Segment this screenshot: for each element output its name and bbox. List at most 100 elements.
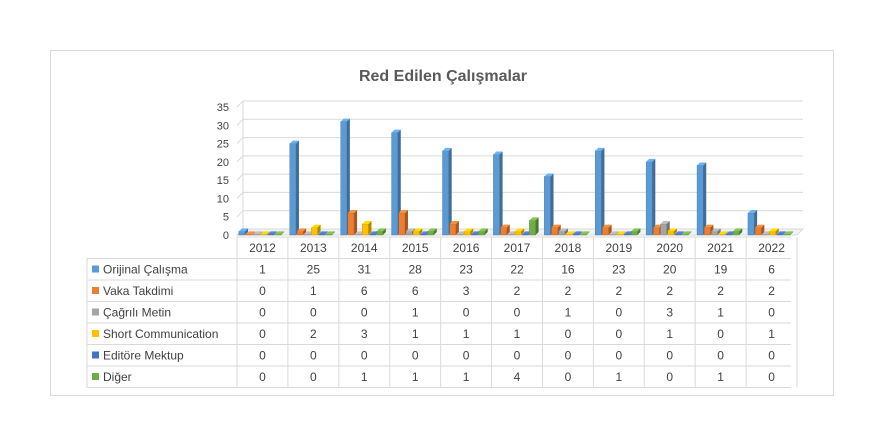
bar <box>776 231 786 236</box>
x-tick-label: 2021 <box>707 241 734 255</box>
bar <box>289 140 299 236</box>
data-cell: 1 <box>514 327 521 341</box>
bar-front <box>391 132 398 236</box>
bar <box>732 228 743 236</box>
bar-top <box>660 221 670 225</box>
bar-front <box>747 212 755 236</box>
data-cell: 0 <box>565 370 572 384</box>
bar-side <box>448 147 452 235</box>
chart-title: Red Edilen Çalışmalar <box>359 68 527 85</box>
bar-top <box>456 231 467 235</box>
data-cell: 2 <box>310 327 317 341</box>
bar-top <box>762 231 772 235</box>
legend-swatch <box>92 265 99 273</box>
x-tick-label: 2022 <box>758 241 785 255</box>
bar-side <box>317 224 321 235</box>
legend-swatch <box>92 330 99 337</box>
gridline-diag <box>236 210 244 218</box>
bar-side <box>499 151 503 235</box>
bar-front <box>253 234 260 236</box>
bar <box>667 228 677 236</box>
y-tick-label: 15 <box>217 175 229 187</box>
bar-top <box>725 231 736 235</box>
bar-front <box>471 234 478 236</box>
data-cell: 23 <box>612 263 626 277</box>
y-tick-label: 0 <box>223 230 229 242</box>
bar <box>376 228 386 236</box>
data-cell: 25 <box>307 263 321 277</box>
bar-top <box>267 231 277 235</box>
bar-top <box>529 217 539 221</box>
bar-front <box>267 234 275 236</box>
bar <box>580 231 590 236</box>
bar-side <box>404 210 408 235</box>
bar-front <box>595 150 602 236</box>
data-cell: 1 <box>463 327 470 341</box>
bar-top <box>325 231 335 235</box>
bar <box>493 151 503 236</box>
bar-side <box>608 224 612 235</box>
bar-top <box>674 231 685 235</box>
bar-side <box>572 231 576 235</box>
bars <box>238 118 794 236</box>
data-cell: 1 <box>615 370 622 384</box>
bar-top <box>653 224 663 228</box>
bar-side <box>273 231 277 235</box>
bar <box>674 231 685 236</box>
bar-front <box>354 234 362 236</box>
bar-top <box>769 228 779 232</box>
bar <box>478 228 488 236</box>
bar-front <box>303 234 311 236</box>
bar-front <box>580 234 587 236</box>
bar-front <box>704 227 711 236</box>
bar-front <box>405 231 413 236</box>
data-cell: 6 <box>412 284 419 298</box>
bar-side <box>484 228 488 235</box>
data-cell: 0 <box>768 349 775 363</box>
data-cell: 0 <box>259 327 266 341</box>
data-cell: 1 <box>310 284 317 298</box>
data-cell: 3 <box>361 327 368 341</box>
bar-front <box>718 234 726 236</box>
bar <box>565 231 576 236</box>
bar <box>711 228 721 236</box>
bar-top <box>697 162 707 166</box>
bar-top <box>747 210 758 214</box>
bar-top <box>347 210 358 214</box>
bar-side <box>354 210 358 235</box>
bar <box>362 221 372 236</box>
gridline-diag <box>236 118 244 126</box>
bar-top <box>624 231 634 235</box>
bar <box>602 224 612 236</box>
data-cell: 0 <box>259 370 266 384</box>
data-cell: 0 <box>310 349 317 363</box>
legend-label: Diğer <box>103 370 132 384</box>
bar-side <box>623 231 627 235</box>
y-tick-label: 10 <box>217 193 229 205</box>
y-tick-label: 30 <box>217 120 229 132</box>
bar-side <box>586 231 590 235</box>
bar-top <box>246 231 256 235</box>
bar-side <box>579 231 583 235</box>
gridline-diag <box>236 100 244 108</box>
legend-swatch <box>92 308 99 316</box>
bar-front <box>609 234 617 236</box>
data-cell: 0 <box>310 306 317 320</box>
y-tick-label: 35 <box>217 102 229 114</box>
bar-front <box>645 161 653 236</box>
bar-front <box>522 234 529 236</box>
bar-side <box>346 118 350 235</box>
bar-front <box>667 231 675 236</box>
bar-side <box>455 221 459 235</box>
bar-top <box>602 224 612 228</box>
data-cell: 1 <box>259 263 266 277</box>
bar-front <box>529 220 536 236</box>
x-tick-label: 2013 <box>300 241 327 255</box>
bar-side <box>775 228 779 235</box>
bar <box>391 129 401 236</box>
bar-front <box>340 121 348 236</box>
x-tick-label: 2016 <box>453 241 480 255</box>
bar-front <box>260 234 267 236</box>
bar <box>463 228 474 236</box>
bar-side <box>419 228 423 235</box>
